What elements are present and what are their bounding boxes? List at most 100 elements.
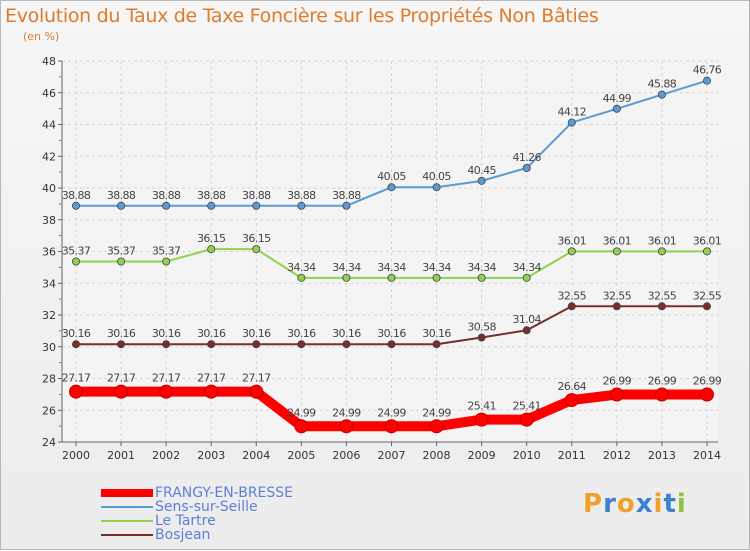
data-point bbox=[522, 273, 531, 282]
data-label: 24.99 bbox=[422, 406, 451, 419]
data-label: 26.99 bbox=[693, 375, 722, 388]
legend-label: FRANGY-EN-BRESSE bbox=[155, 485, 294, 501]
data-point bbox=[252, 340, 261, 349]
data-point bbox=[522, 326, 531, 335]
x-tick-label: 2003 bbox=[197, 449, 225, 462]
data-label: 46.76 bbox=[693, 64, 722, 77]
data-label: 32.55 bbox=[558, 289, 587, 302]
x-tick-label: 2001 bbox=[107, 449, 135, 462]
y-tick-label: 26 bbox=[42, 404, 56, 417]
data-point bbox=[429, 419, 444, 434]
data-label: 34.34 bbox=[332, 261, 361, 274]
x-tick-label: 2009 bbox=[468, 449, 496, 462]
data-label: 26.99 bbox=[603, 375, 632, 388]
x-tick-label: 2013 bbox=[648, 449, 676, 462]
x-tick-label: 2007 bbox=[377, 449, 405, 462]
legend-swatch bbox=[101, 489, 153, 497]
proxiti-logo: Proxiti bbox=[583, 489, 687, 519]
data-point bbox=[69, 384, 83, 399]
x-tick-label: 2011 bbox=[558, 449, 586, 462]
x-tick-label: 2005 bbox=[287, 449, 315, 462]
data-point bbox=[432, 340, 441, 349]
legend-item: Bosjean bbox=[101, 527, 210, 543]
data-label: 27.17 bbox=[197, 372, 226, 385]
data-point bbox=[702, 76, 711, 85]
data-label: 30.16 bbox=[287, 327, 316, 340]
data-point bbox=[477, 333, 486, 342]
y-tick-label: 34 bbox=[42, 277, 56, 290]
data-point bbox=[297, 273, 306, 282]
data-label: 30.16 bbox=[332, 327, 361, 340]
logo-letter: o bbox=[616, 489, 636, 519]
data-point bbox=[657, 302, 666, 311]
data-point bbox=[117, 340, 126, 349]
data-label: 36.01 bbox=[558, 234, 587, 247]
data-label: 40.45 bbox=[467, 164, 496, 177]
logo-letter: i bbox=[653, 489, 664, 519]
data-label: 24.99 bbox=[287, 406, 316, 419]
legend-item: Sens-sur-Seille bbox=[101, 499, 258, 515]
data-point bbox=[702, 247, 711, 256]
x-tick-label: 2004 bbox=[242, 449, 270, 462]
y-tick-label: 36 bbox=[42, 246, 56, 259]
data-point bbox=[699, 387, 714, 402]
data-point bbox=[654, 387, 669, 402]
data-label: 35.37 bbox=[152, 245, 181, 258]
data-label: 40.05 bbox=[377, 170, 406, 183]
data-point bbox=[522, 163, 531, 172]
data-point bbox=[207, 201, 216, 210]
data-label: 32.55 bbox=[603, 289, 632, 302]
data-label: 34.34 bbox=[287, 261, 316, 274]
logo-letter: t bbox=[663, 489, 677, 519]
x-tick-label: 2014 bbox=[693, 449, 721, 462]
data-label: 27.17 bbox=[107, 372, 136, 385]
data-point bbox=[117, 201, 126, 210]
legend-label: Sens-sur-Seille bbox=[155, 499, 258, 515]
data-point bbox=[252, 201, 261, 210]
data-label: 36.15 bbox=[242, 232, 271, 245]
data-label: 30.16 bbox=[197, 327, 226, 340]
data-point bbox=[609, 387, 624, 402]
logo-letter: i bbox=[676, 489, 687, 519]
data-label: 38.88 bbox=[287, 189, 316, 202]
data-point bbox=[702, 302, 711, 311]
x-tick-label: 2012 bbox=[603, 449, 631, 462]
data-label: 36.15 bbox=[197, 232, 226, 245]
data-point bbox=[567, 247, 576, 256]
data-point bbox=[342, 201, 351, 210]
data-label: 34.34 bbox=[467, 261, 496, 274]
data-label: 40.05 bbox=[422, 170, 451, 183]
data-point bbox=[612, 104, 621, 113]
data-label: 30.16 bbox=[242, 327, 271, 340]
data-point bbox=[342, 273, 351, 282]
x-tick-label: 2008 bbox=[423, 449, 451, 462]
data-point bbox=[432, 273, 441, 282]
data-point bbox=[249, 384, 264, 399]
legend-item: FRANGY-EN-BRESSE bbox=[101, 485, 293, 501]
x-tick-label: 2010 bbox=[513, 449, 541, 462]
data-point bbox=[612, 247, 621, 256]
data-point bbox=[162, 257, 171, 266]
data-label: 30.16 bbox=[107, 327, 136, 340]
data-label: 38.88 bbox=[62, 189, 91, 202]
data-point bbox=[657, 247, 666, 256]
data-point bbox=[114, 384, 129, 399]
legend-label: Bosjean bbox=[155, 527, 211, 543]
data-label: 44.12 bbox=[558, 106, 587, 119]
data-point bbox=[564, 393, 579, 408]
data-label: 32.55 bbox=[648, 289, 677, 302]
legend-swatch bbox=[101, 520, 153, 522]
y-tick-label: 28 bbox=[42, 373, 56, 386]
logo-letter: x bbox=[635, 489, 654, 519]
x-tick-label: 2002 bbox=[152, 449, 180, 462]
data-point bbox=[252, 245, 261, 254]
data-point bbox=[297, 340, 306, 349]
data-label: 34.34 bbox=[377, 261, 406, 274]
data-label: 26.99 bbox=[648, 375, 677, 388]
data-point bbox=[72, 201, 81, 210]
data-point bbox=[117, 257, 126, 266]
data-label: 36.01 bbox=[693, 234, 722, 247]
data-point bbox=[387, 340, 396, 349]
data-label: 27.17 bbox=[242, 372, 271, 385]
